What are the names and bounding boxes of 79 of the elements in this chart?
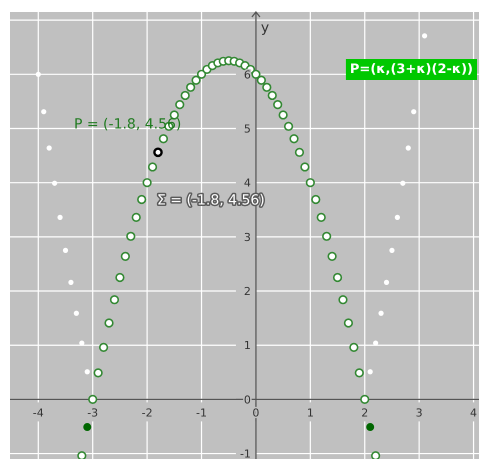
point [384,280,390,285]
point [332,272,342,282]
x-tick-label: -2 [142,406,153,420]
point [94,368,103,378]
point [378,310,384,316]
point [196,70,206,79]
point [191,76,201,85]
point [354,368,364,378]
point [137,194,146,204]
point [389,248,395,253]
point [262,82,272,92]
y-tick-label: 5 [244,122,251,136]
point [126,232,136,241]
point [349,342,358,352]
point [68,280,74,285]
point [322,232,332,241]
point [306,178,315,188]
y-tick-label: 3 [244,230,251,244]
point [366,423,374,432]
point [278,110,288,120]
x-tick-label: -3 [87,406,98,420]
point [104,318,114,328]
point [74,310,79,316]
point [148,162,158,172]
point [338,295,348,304]
point [327,252,337,261]
x-tick-label: -1 [196,406,207,420]
point [84,369,90,374]
x-tick-label: 4 [470,406,478,420]
point [57,214,63,220]
point [36,72,41,77]
point [132,212,141,222]
point [289,134,299,144]
point [120,252,130,261]
point [251,70,261,79]
point [46,145,52,151]
y-tick-label: -1 [240,448,251,459]
y-axis-title: y [260,20,270,36]
point [77,451,86,459]
point [400,180,406,186]
point [153,148,163,158]
x-tick-label: 3 [416,406,423,420]
x-tick-label: 1 [306,406,314,420]
point [316,212,326,222]
point [180,90,190,100]
x-tick-label: -4 [32,406,44,420]
point [422,33,428,38]
x-tick-label: 2 [361,406,368,420]
point [142,178,152,188]
y-tick-label: 6 [244,68,251,82]
point [62,248,68,253]
y-tick-label: 4 [244,176,251,190]
text: P=(κ,(3+κ)(2-κ)) [350,62,473,77]
point [110,295,120,304]
point [158,134,168,144]
point [41,109,46,114]
point [115,272,125,282]
point [311,194,320,204]
point [52,180,58,186]
point [300,162,310,172]
point [268,90,277,100]
point [371,451,380,459]
point [411,109,416,114]
point [294,148,304,157]
point [83,423,92,432]
point [284,122,294,131]
point [394,214,400,220]
point [256,76,266,85]
point [98,342,108,352]
point [186,82,196,92]
point [360,394,370,404]
point [273,100,282,110]
point [344,318,354,328]
point [175,100,184,110]
y-tick-label: 1 [244,339,251,352]
point [368,369,373,374]
point [88,394,98,404]
point [406,145,411,151]
y-tick-label: 2 [244,285,251,298]
